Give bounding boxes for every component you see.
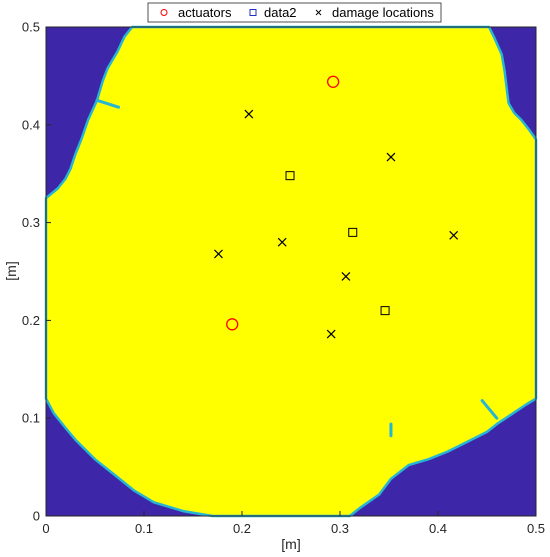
marker-damage-locations xyxy=(326,329,336,339)
y-axis: 0 0.1 0.2 0.3 0.4 0.5 xyxy=(22,20,51,524)
marker-data2 xyxy=(348,227,358,237)
legend-marker-data2 xyxy=(249,9,257,16)
x-axis: 0 0.1 0.2 0.3 0.4 0.5 xyxy=(42,511,545,536)
x-tick-label: 0.1 xyxy=(135,521,153,536)
marker-damage-locations xyxy=(277,237,287,247)
marker-damage-locations xyxy=(244,109,254,119)
marker-data2 xyxy=(380,306,390,316)
marker-actuators xyxy=(226,318,239,331)
x-axis-label: [m] xyxy=(281,536,300,552)
region-notch xyxy=(480,399,499,420)
region-notches xyxy=(95,98,499,438)
marker-damage-locations xyxy=(449,230,459,240)
yellow-region xyxy=(44,25,538,518)
marker-damage-locations xyxy=(214,249,223,259)
markers xyxy=(214,75,459,339)
x-tick-label: 0 xyxy=(42,521,49,536)
x-tick-label: 0.5 xyxy=(527,521,545,536)
legend: actuators data2 damage locations xyxy=(147,2,442,23)
marker-actuators xyxy=(326,75,340,88)
y-tick-label: 0 xyxy=(33,509,40,524)
region-notch xyxy=(95,98,121,109)
x-tick-label: 0.3 xyxy=(331,521,349,536)
y-tick-label: 0.5 xyxy=(22,20,40,35)
y-tick-label: 0.1 xyxy=(22,411,40,426)
y-tick-label: 0.2 xyxy=(22,313,40,328)
legend-label-data2: data2 xyxy=(264,5,297,20)
legend-box xyxy=(147,2,442,23)
marker-damage-locations xyxy=(341,271,351,281)
legend-marker-damage-locations xyxy=(315,9,322,16)
x-tick-label: 0.2 xyxy=(233,521,251,536)
legend-label-actuators: actuators xyxy=(178,5,232,20)
legend-marker-actuators xyxy=(160,9,168,16)
y-tick-label: 0.4 xyxy=(22,117,40,132)
marker-damage-locations xyxy=(386,152,396,162)
plot-frame xyxy=(45,26,537,517)
marker-data2 xyxy=(285,171,295,181)
y-tick-label: 0.3 xyxy=(22,215,40,230)
legend-label-damage-locations: damage locations xyxy=(332,5,434,20)
plot-area xyxy=(44,25,538,518)
y-axis-label: [m] xyxy=(3,261,19,280)
x-tick-label: 0.4 xyxy=(429,521,447,536)
